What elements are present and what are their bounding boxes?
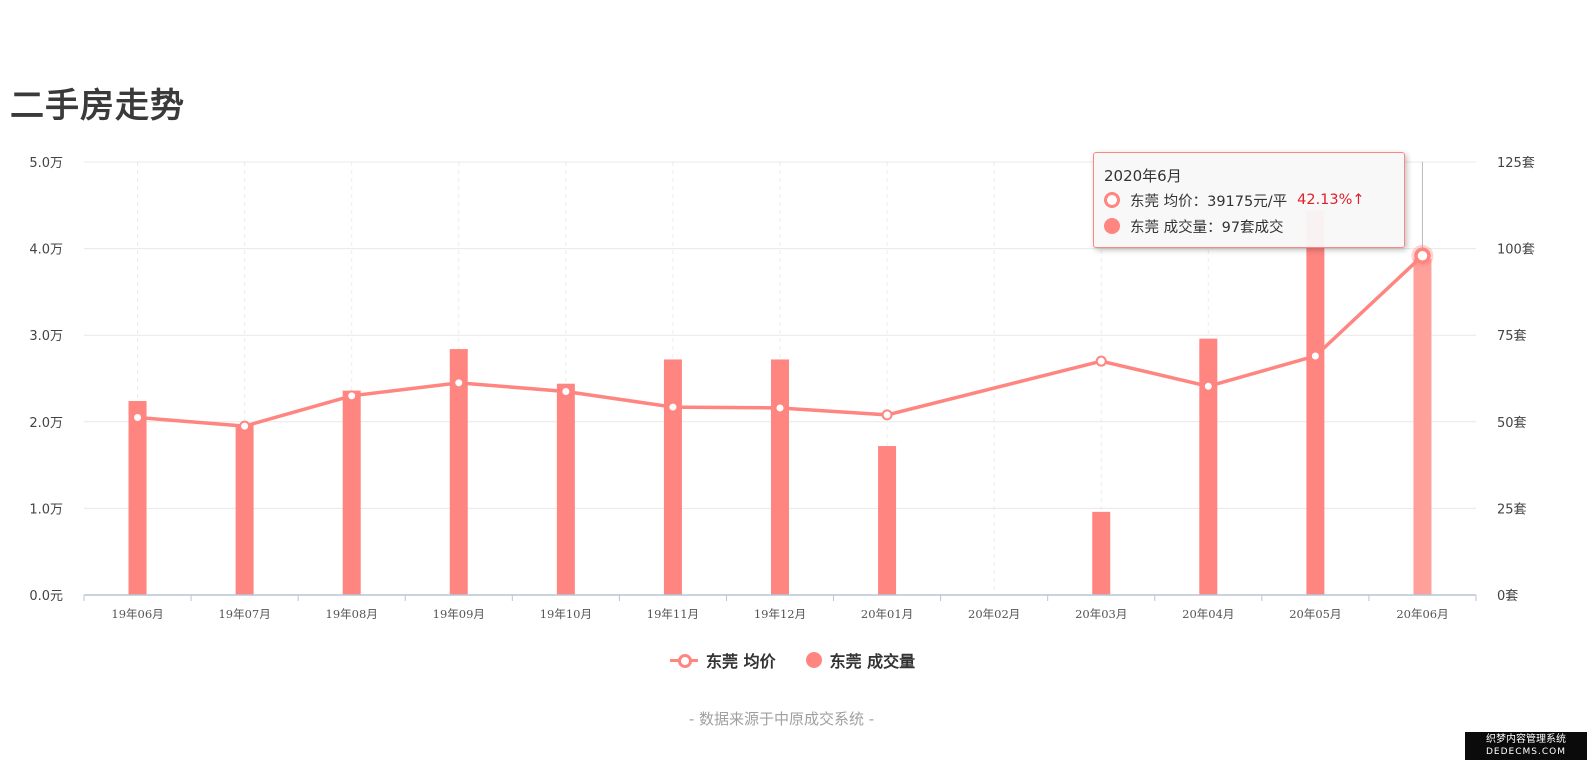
ring-marker-icon: [1104, 192, 1120, 208]
x-axis-tick-label: 19年07月: [218, 607, 270, 621]
x-axis-tick-label: 19年12月: [754, 607, 806, 621]
tooltip-price-label: 东莞 均价：39175元/平: [1130, 193, 1288, 210]
left-y-axis: 0.0元 1.0万 2.0万 3.0万 4.0万 5.0万: [29, 156, 63, 604]
volume-bar: [771, 359, 789, 595]
x-axis-tick-label: 20年03月: [1075, 607, 1127, 621]
right-axis-tick-label: 75套: [1497, 328, 1527, 344]
right-axis-tick-label: 0套: [1497, 588, 1518, 604]
watermark-line2: DEDECMS.COM: [1486, 747, 1566, 757]
watermark-line1: 织梦内容管理系统: [1486, 734, 1566, 745]
price-point: [346, 390, 358, 402]
volume-bar: [878, 446, 897, 595]
chart-tooltip: 2020年6月 东莞 均价：39175元/平 42.13%↑ 东莞 成交量：97…: [1093, 152, 1405, 248]
tooltip-title: 2020年6月: [1104, 166, 1182, 185]
volume-bar: [556, 383, 575, 595]
volume-bars: [128, 210, 1432, 595]
volume-bar: [342, 390, 361, 595]
price-point: [1095, 355, 1107, 367]
volume-bar: [1306, 210, 1325, 595]
x-axis: 19年06月 19年07月 19年08月 19年09月 19年10月 19年11月 19年1…: [83, 594, 1477, 621]
page-title: 二手房走势: [10, 86, 185, 126]
price-point: [881, 409, 893, 421]
circle-marker-icon: [1104, 218, 1120, 234]
chart-legend: 东莞 均价 东莞 成交量: [670, 648, 915, 672]
right-axis-tick-label: 25套: [1497, 501, 1527, 517]
watermark-logo: 织梦内容管理系统 DEDECMS.COM: [1465, 732, 1587, 760]
x-axis-tick-label: 19年09月: [433, 607, 485, 621]
price-point: [132, 411, 144, 423]
right-y-axis: 0套 25套 50套 75套 100套 125套: [1497, 155, 1535, 604]
filled-circle-icon: [805, 652, 822, 668]
price-line: [132, 244, 1434, 432]
chart-area: 0.0元 1.0万 2.0万 3.0万 4.0万 5.0万 0套 25套 50套 75套 100套…: [29, 155, 1535, 621]
volume-bar: [1413, 258, 1432, 595]
right-axis-tick-label: 125套: [1497, 155, 1535, 171]
left-axis-tick-label: 3.0万: [29, 329, 63, 344]
legend-item-volume[interactable]: 东莞 成交量: [805, 648, 916, 672]
volume-bar: [128, 401, 147, 595]
line-with-ring-icon: [670, 653, 698, 668]
price-point: [560, 385, 572, 397]
left-axis-tick-label: 1.0万: [29, 502, 63, 517]
tooltip-volume-row: 东莞 成交量：97套成交: [1104, 213, 1394, 239]
price-point: [774, 402, 786, 414]
right-axis-tick-label: 100套: [1497, 242, 1535, 258]
volume-bar: [1092, 511, 1111, 595]
x-axis-tick-label: 20年02月: [968, 607, 1020, 621]
legend-item-price[interactable]: 东莞 均价: [670, 648, 776, 672]
left-axis-tick-label: 2.0万: [29, 416, 63, 431]
tooltip-price-change: 42.13%↑: [1297, 192, 1365, 208]
data-source-note: - 数据来源于中原成交系统 -: [688, 710, 875, 728]
x-axis-tick-label: 19年10月: [540, 607, 592, 621]
legend-label-price: 东莞 均价: [706, 652, 776, 671]
x-axis-tick-label: 20年01月: [861, 607, 913, 621]
left-axis-tick-label: 5.0万: [29, 156, 63, 171]
x-axis-tick-label: 20年05月: [1289, 607, 1341, 621]
left-axis-tick-label: 4.0万: [29, 243, 63, 258]
volume-bar: [663, 359, 682, 595]
price-point: [453, 377, 465, 389]
price-point: [1414, 247, 1431, 264]
volume-bar: [1199, 338, 1218, 595]
tooltip-volume-label: 东莞 成交量：97套成交: [1130, 219, 1284, 236]
x-axis-tick-label: 19年06月: [111, 607, 163, 621]
price-point: [1309, 350, 1321, 362]
left-axis-tick-label: 0.0元: [29, 589, 63, 604]
volume-bar: [235, 425, 254, 595]
price-point: [239, 420, 251, 432]
x-axis-tick-label: 20年06月: [1396, 607, 1448, 621]
x-axis-tick-label: 19年11月: [647, 607, 699, 621]
price-point: [667, 401, 679, 413]
legend-label-volume: 东莞 成交量: [829, 652, 916, 671]
right-axis-tick-label: 50套: [1497, 415, 1527, 431]
tooltip-price-row: 东莞 均价：39175元/平 42.13%↑: [1104, 187, 1394, 213]
x-axis-tick-label: 19年08月: [326, 607, 378, 621]
price-line-path: [137, 254, 1424, 428]
volume-bar: [449, 349, 468, 595]
price-point: [1202, 380, 1214, 392]
x-axis-tick-label: 20年04月: [1182, 607, 1234, 621]
